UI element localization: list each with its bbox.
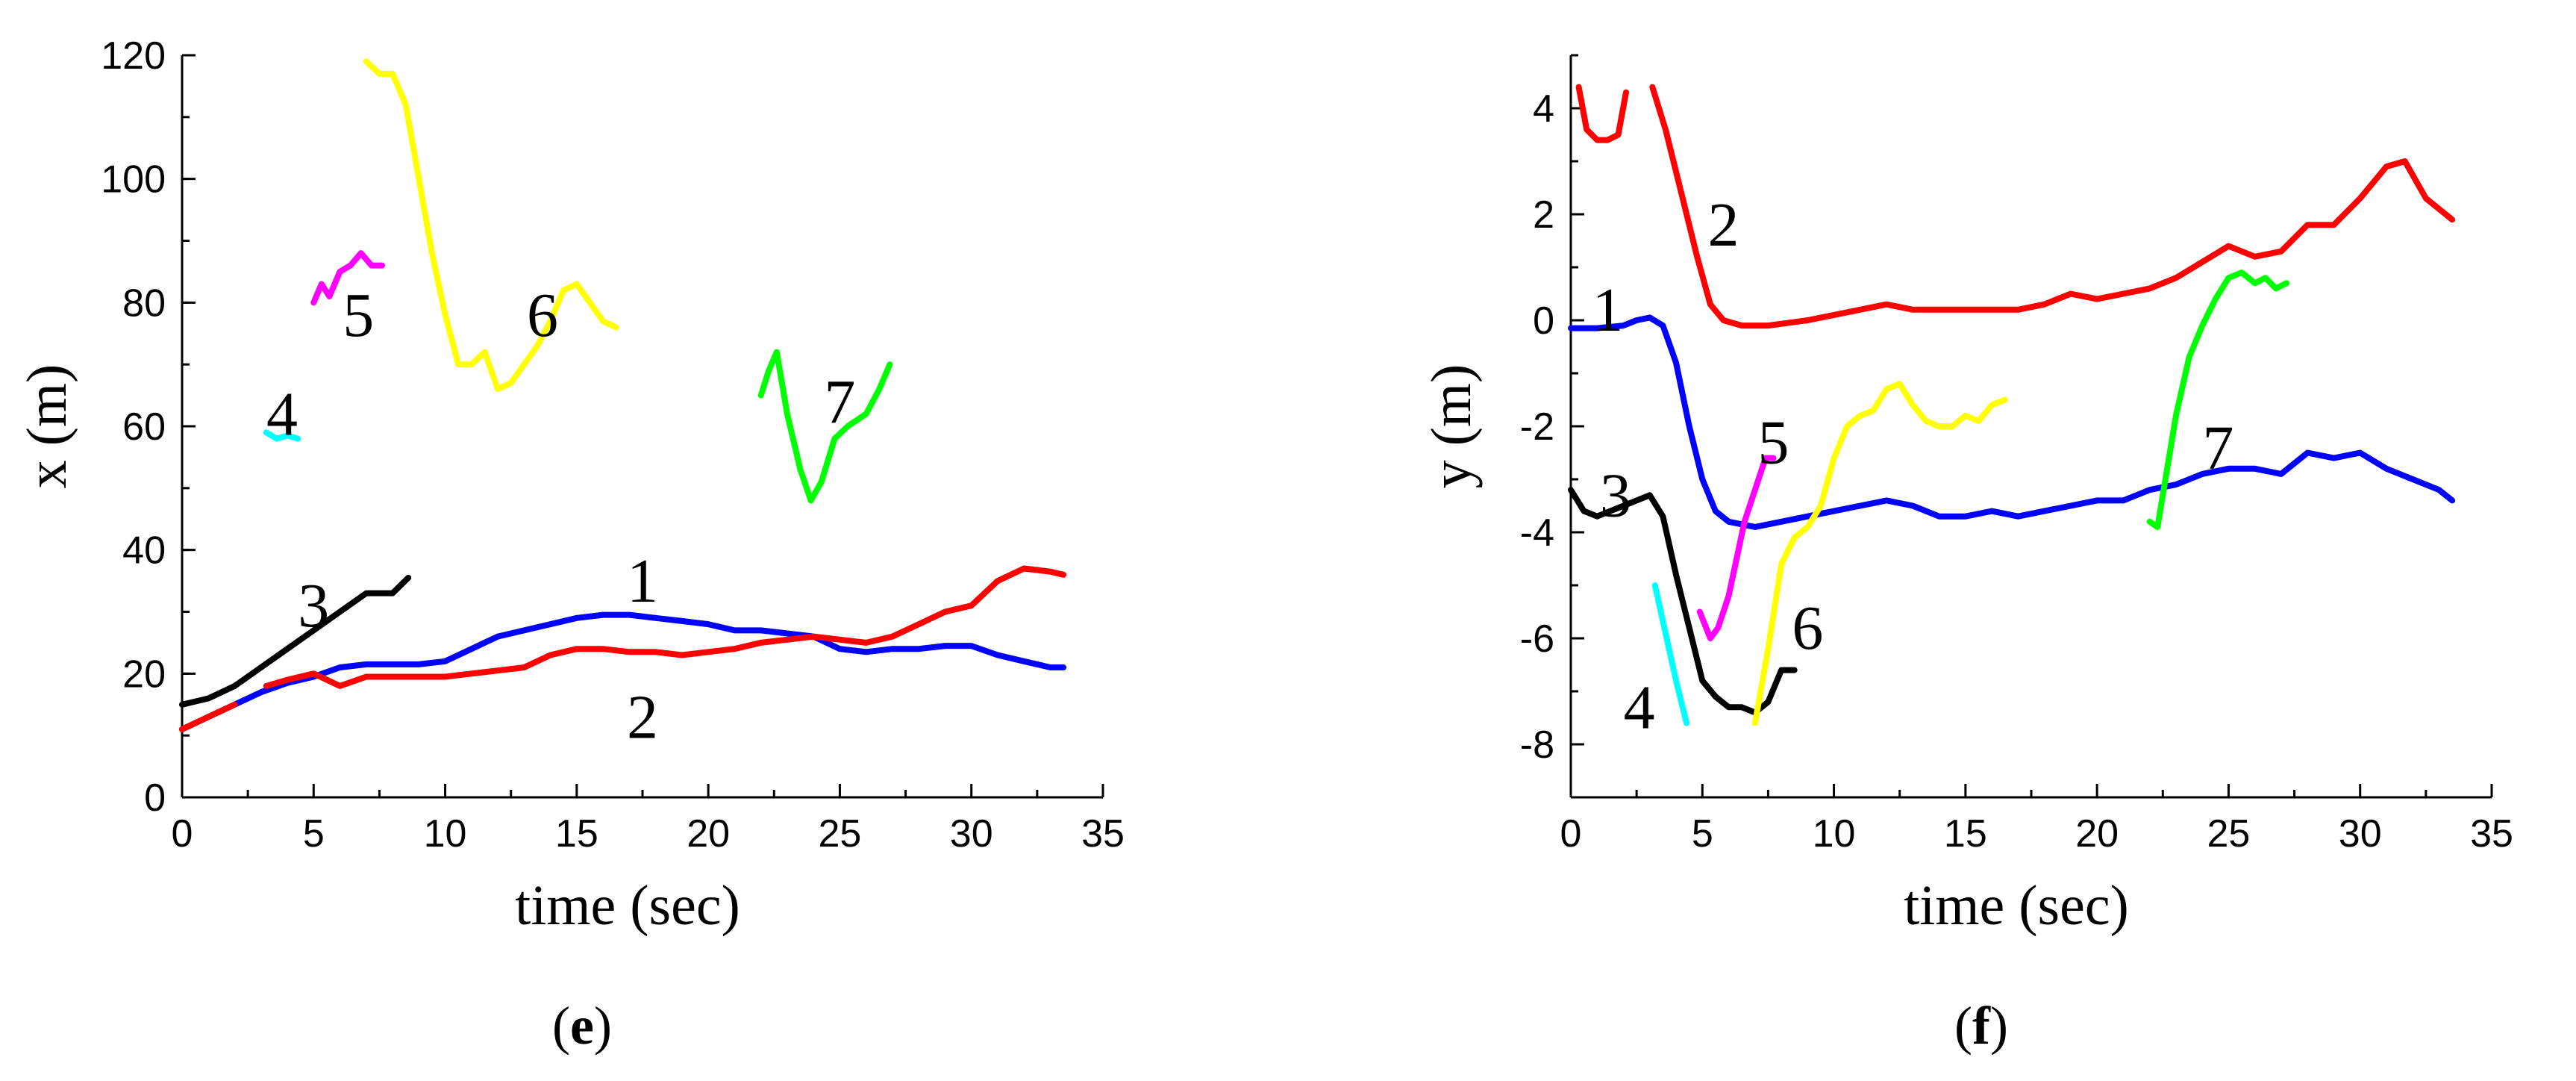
y-tick-label: 120 (101, 34, 166, 78)
curve-label-3: 3 (1600, 461, 1631, 530)
y-tick-label: 60 (122, 405, 166, 449)
curve-label-5: 5 (343, 281, 374, 350)
panel-label: (e) (552, 996, 612, 1056)
curve-label-1: 1 (627, 546, 658, 616)
y-axis-title: x (m) (16, 364, 78, 489)
series-line-7 (757, 349, 893, 504)
x-tick-label: 5 (303, 812, 325, 856)
y-tick-label: -4 (1520, 511, 1554, 555)
x-tick-label: 0 (172, 812, 193, 856)
x-tick-label: 35 (2470, 812, 2513, 856)
y-tick-label: -8 (1520, 723, 1554, 767)
x-tick-label: 5 (1692, 812, 1713, 856)
x-tick-label: 20 (2075, 812, 2119, 856)
curve-label-6: 6 (1792, 594, 1823, 663)
curve-label-5: 5 (1757, 408, 1789, 477)
y-tick-label: 0 (1533, 299, 1554, 343)
series-line-1 (179, 611, 1067, 732)
series-line-4 (1651, 582, 1690, 726)
x-tick-label: 35 (1081, 812, 1125, 856)
series-line-2 (1575, 84, 1629, 143)
x-tick-label: 25 (2207, 812, 2251, 856)
x-tick-label: 20 (687, 812, 730, 856)
series-line-7 (2146, 270, 2289, 530)
curve-label-3: 3 (298, 571, 329, 641)
x-tick-label: 10 (1813, 812, 1856, 856)
x-tick-label: 15 (1944, 812, 1987, 856)
y-tick-label: 80 (122, 281, 166, 325)
series-line-2 (263, 565, 1067, 689)
series-line-4 (263, 429, 301, 442)
curve-label-2: 2 (627, 682, 658, 752)
curve-label-6: 6 (527, 281, 558, 350)
curve-label-1: 1 (1592, 275, 1623, 345)
series-line-1 (1568, 314, 2456, 530)
x-axis-title: time (sec) (1904, 874, 2129, 937)
series-line-6 (1751, 381, 2008, 726)
x-axis-title: time (sec) (515, 874, 740, 937)
series-line-5 (1696, 455, 1777, 641)
x-tick-label: 15 (555, 812, 598, 856)
y-tick-label: 0 (144, 776, 166, 820)
y-tick-label: 20 (122, 652, 166, 696)
x-tick-label: 30 (2339, 812, 2382, 856)
y-axis-title: y (m) (1420, 364, 1483, 489)
y-tick-label: -2 (1520, 405, 1554, 449)
series-line-2 (179, 701, 238, 732)
y-tick-label: 40 (122, 529, 166, 573)
curve-label-7: 7 (824, 367, 855, 437)
x-tick-label: 10 (424, 812, 467, 856)
series-line-5 (310, 250, 385, 306)
curve-label-7: 7 (2202, 413, 2233, 482)
y-tick-label: 4 (1533, 87, 1554, 131)
y-tick-label: -6 (1520, 617, 1554, 661)
series-line-2 (1649, 84, 2456, 329)
series-line-6 (363, 58, 619, 393)
curve-label-2: 2 (1707, 190, 1739, 260)
x-tick-label: 0 (1560, 812, 1582, 856)
series-line-3 (179, 574, 412, 708)
curve-label-4: 4 (266, 379, 298, 449)
panel-label: (f) (1954, 996, 2008, 1056)
x-tick-label: 30 (950, 812, 993, 856)
y-tick-label: 100 (101, 158, 166, 202)
curve-label-4: 4 (1624, 673, 1655, 742)
y-tick-label: 2 (1533, 193, 1554, 237)
x-tick-label: 25 (819, 812, 862, 856)
